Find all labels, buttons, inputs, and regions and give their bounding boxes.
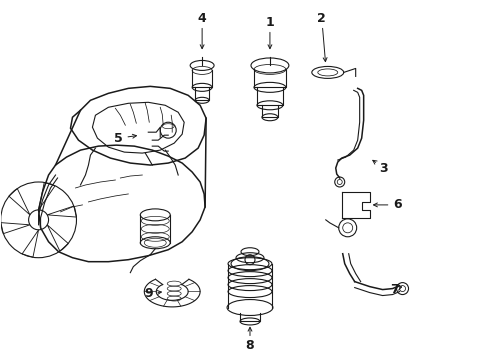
Text: 3: 3 xyxy=(379,162,388,175)
Text: 1: 1 xyxy=(266,16,274,29)
Text: 7: 7 xyxy=(390,283,399,296)
Text: 8: 8 xyxy=(245,339,254,352)
Text: 5: 5 xyxy=(114,132,122,145)
Text: 4: 4 xyxy=(198,12,206,25)
Text: 6: 6 xyxy=(393,198,402,211)
Text: 2: 2 xyxy=(318,12,326,25)
Text: 9: 9 xyxy=(144,287,152,300)
